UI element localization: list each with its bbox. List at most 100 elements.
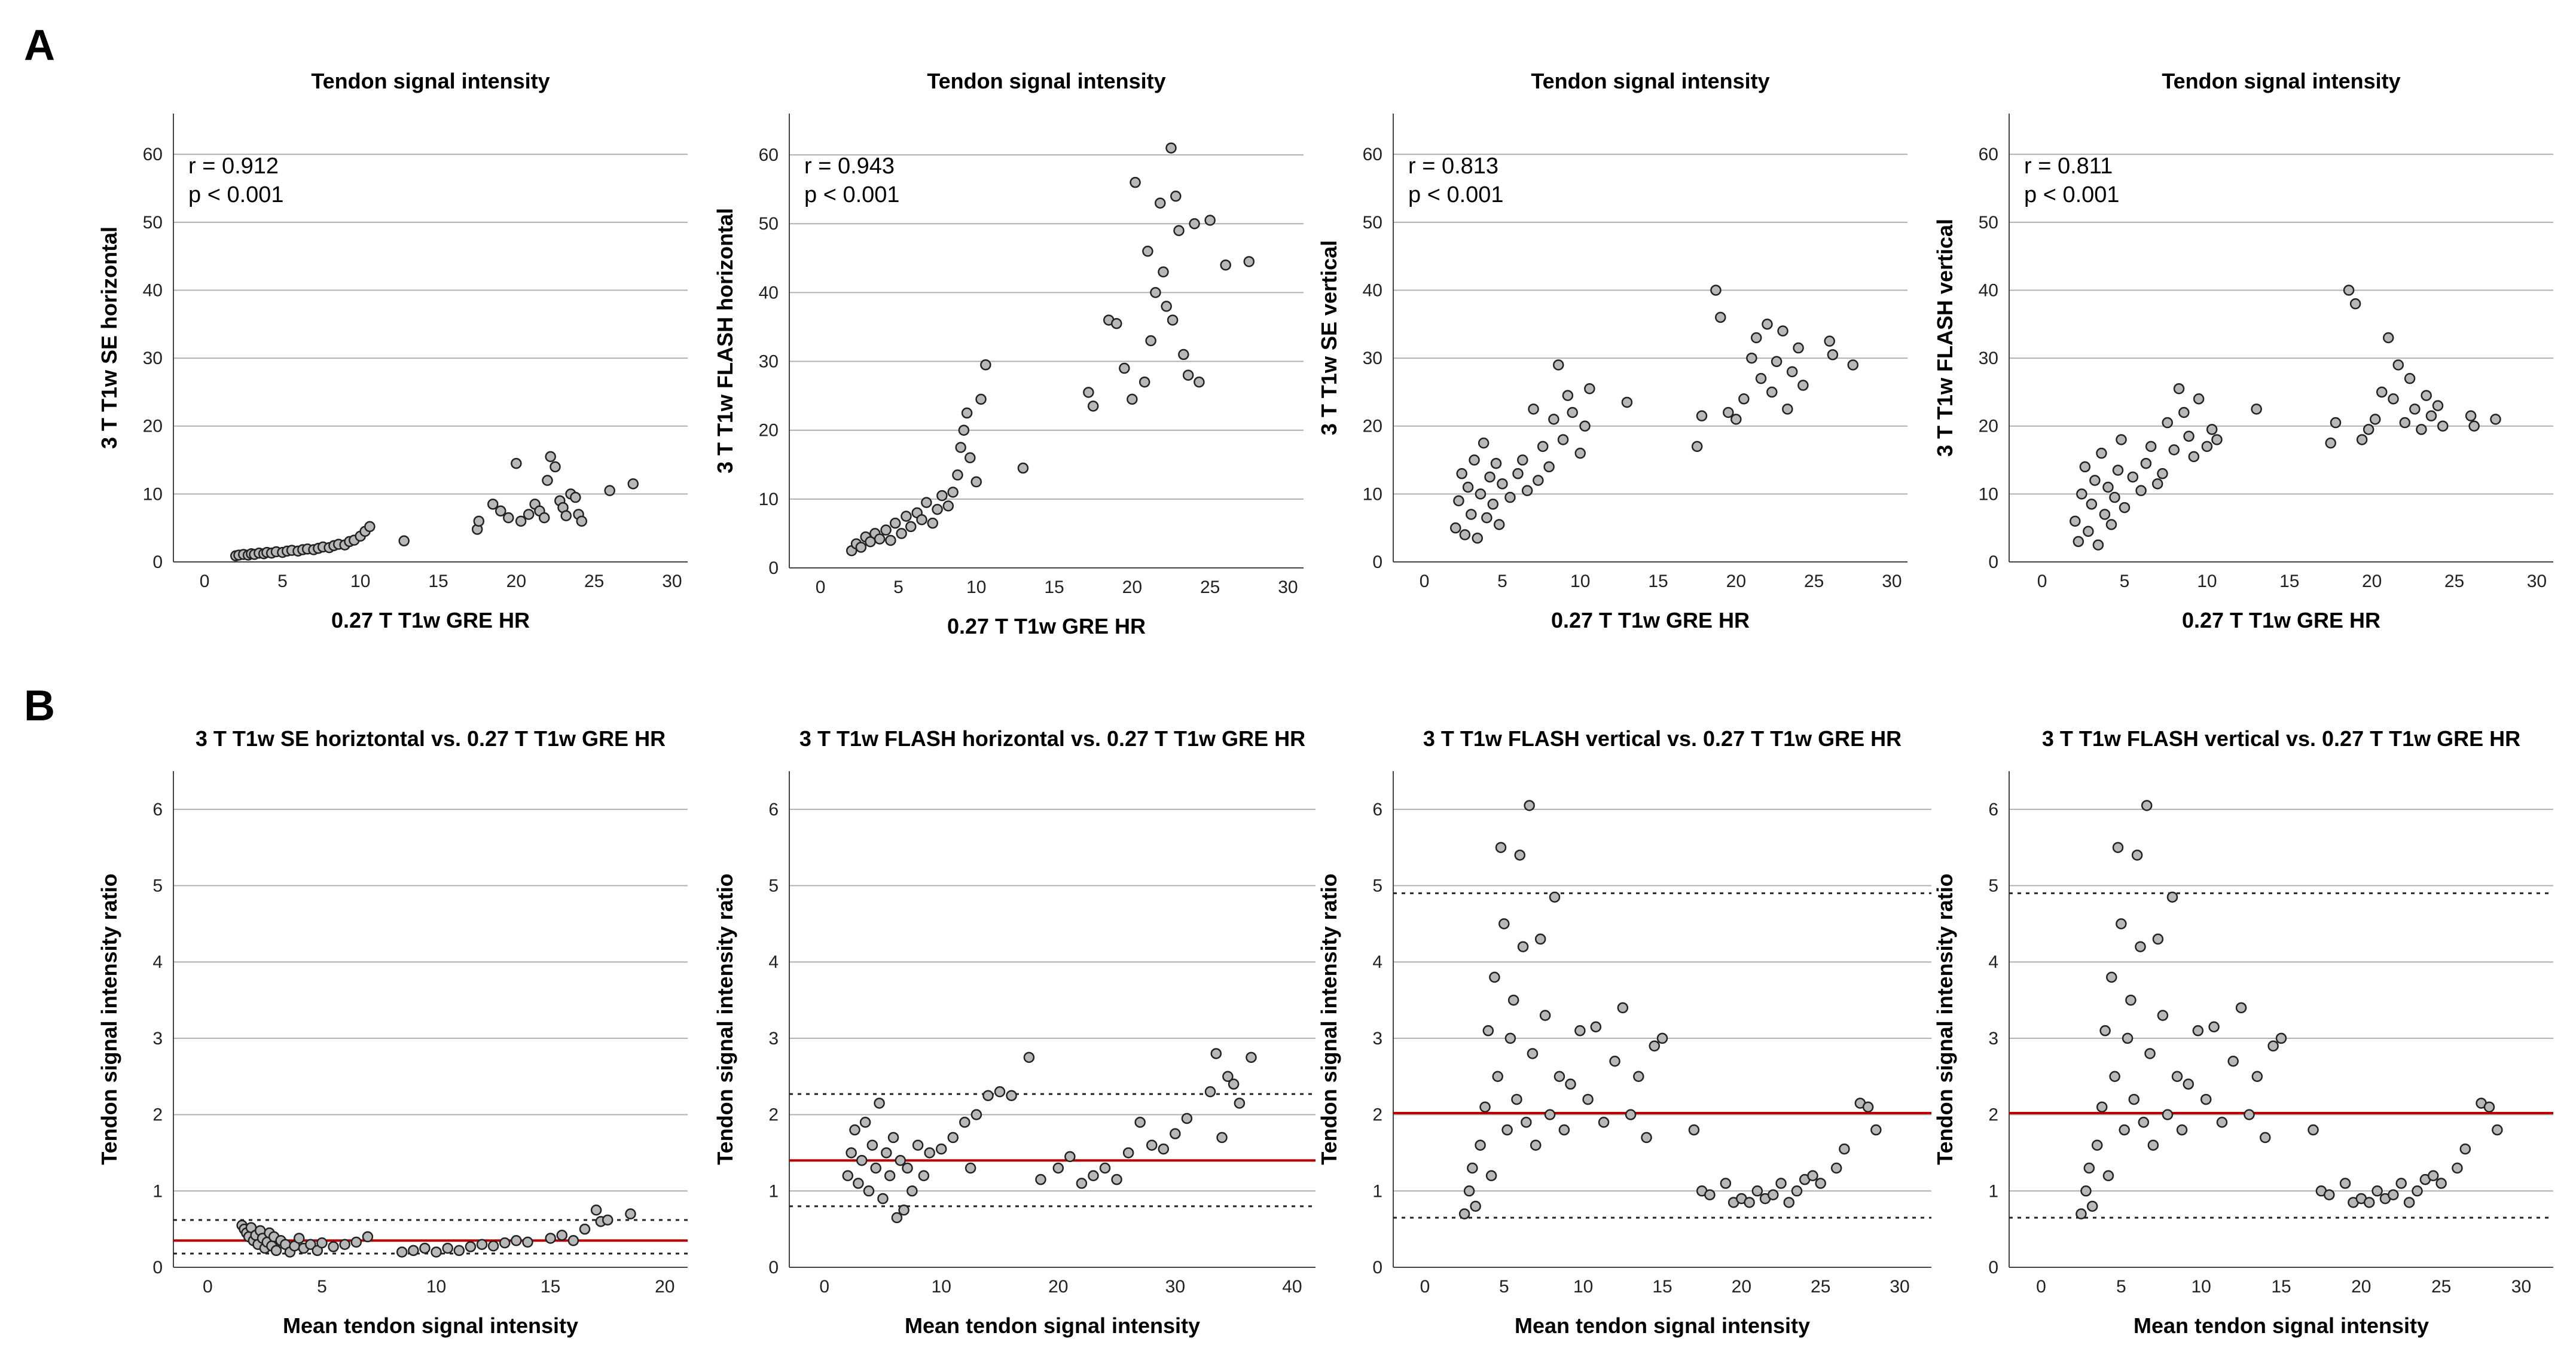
data-point (1181, 1112, 1193, 1124)
data-point (1122, 1147, 1134, 1159)
chart-3: 0 10 20 30 40 50 60 0 5 10 15 20 25 30 Tendon signal i… (1317, 69, 1907, 632)
x-tick-label: 25 (584, 571, 604, 591)
data-point (1472, 532, 1483, 544)
y-tick-label: 20 (1363, 417, 1382, 436)
data-point (1127, 393, 1138, 405)
data-point (1710, 285, 1722, 296)
data-point (1459, 529, 1471, 540)
y-axis-label: Tendon signal intensity ratio (97, 873, 121, 1164)
data-point (1119, 362, 1130, 374)
data-point (2102, 1170, 2114, 1182)
data-point (1475, 1139, 1486, 1151)
chart-title: Tendon signal intensity (927, 69, 1165, 93)
data-point (932, 503, 943, 515)
data-point (2206, 424, 2218, 435)
data-point (576, 515, 588, 527)
y-tick-label: 4 (768, 952, 779, 972)
data-point (955, 442, 966, 453)
y-tick-label: 0 (768, 558, 779, 578)
data-point (2404, 372, 2416, 384)
chart-2: 0 10 20 30 40 50 60 0 5 10 15 20 25 30 Tendon signal i… (713, 69, 1304, 638)
data-point (2073, 536, 2084, 548)
data-point (2409, 404, 2421, 415)
data-point (604, 485, 615, 496)
y-tick-label: 60 (1363, 145, 1382, 164)
data-point (542, 475, 553, 486)
x-tick-label: 0 (2036, 1277, 2046, 1297)
chart-title: 3 T T1w FLASH vertical vs. 0.27 T T1w GR… (2042, 726, 2520, 751)
data-point (1548, 414, 1559, 425)
data-point (891, 1212, 903, 1224)
x-tick-label: 25 (1811, 1277, 1830, 1297)
data-point (2376, 386, 2388, 398)
data-point (1466, 509, 1477, 520)
data-point (958, 424, 970, 436)
data-point (1456, 468, 1467, 479)
data-point (1064, 1151, 1076, 1163)
x-tick-label: 5 (1497, 571, 1507, 591)
data-point (889, 517, 901, 529)
y-tick-label: 2 (152, 1105, 163, 1125)
data-point (1815, 1178, 1826, 1189)
data-point (2091, 1139, 2103, 1151)
data-point (545, 1233, 556, 1244)
y-tick-label: 20 (759, 421, 779, 441)
data-point (2435, 1178, 2447, 1189)
data-point (2425, 410, 2437, 421)
data-point (2369, 414, 2381, 425)
data-point (2325, 437, 2336, 449)
x-tick-label: 10 (2197, 571, 2217, 591)
x-tick-label: 0 (1420, 1277, 1430, 1297)
data-point (396, 1246, 408, 1258)
data-point (1574, 447, 1586, 459)
chart-1: 0 10 20 30 40 50 60 0 5 10 15 20 25 30 Tendon signal i… (97, 69, 688, 632)
data-point (874, 1098, 885, 1109)
x-tick-label: 0 (1420, 571, 1430, 591)
data-point (2356, 434, 2368, 445)
data-point (965, 452, 976, 464)
y-tick-label: 10 (759, 490, 779, 509)
data-point (2416, 424, 2427, 435)
data-point (1557, 434, 1569, 445)
x-tick-label: 30 (1278, 577, 1298, 597)
chart-title: Tendon signal intensity (2162, 69, 2400, 93)
data-point (2173, 383, 2185, 395)
data-point (2125, 994, 2137, 1006)
data-point (2162, 1109, 2174, 1120)
y-tick-label: 1 (1372, 1181, 1382, 1201)
data-point (1178, 349, 1189, 360)
data-point (907, 1185, 918, 1197)
correlation-annotation: p < 0.001 (804, 182, 900, 207)
data-point (1723, 406, 1734, 418)
data-point (1475, 488, 1487, 500)
data-point (980, 359, 991, 371)
data-point (1150, 287, 1161, 298)
data-point (912, 1139, 924, 1151)
data-point (1006, 1090, 1017, 1101)
data-point (2076, 1208, 2087, 1219)
data-point (856, 1154, 868, 1166)
data-point (2382, 332, 2394, 344)
data-point (511, 457, 522, 469)
data-point (1023, 1052, 1035, 1063)
data-point (2459, 1143, 2471, 1155)
y-tick-label: 0 (152, 1258, 163, 1277)
data-point (921, 497, 932, 508)
data-point (2080, 1185, 2092, 1197)
data-point (1453, 495, 1464, 506)
data-point (2131, 849, 2143, 861)
data-point (2412, 1185, 2423, 1197)
x-tick-label: 15 (1044, 577, 1064, 597)
y-tick-label: 60 (759, 145, 779, 165)
data-point (887, 1132, 899, 1144)
data-point (2363, 424, 2374, 435)
data-point (896, 528, 907, 539)
data-point (1827, 349, 1839, 360)
data-point (1762, 319, 1773, 330)
data-point (1507, 994, 1519, 1006)
data-point (1539, 1010, 1551, 1021)
data-point (2371, 1185, 2383, 1197)
data-point (1544, 1109, 1556, 1120)
x-tick-label: 15 (1652, 1277, 1672, 1297)
